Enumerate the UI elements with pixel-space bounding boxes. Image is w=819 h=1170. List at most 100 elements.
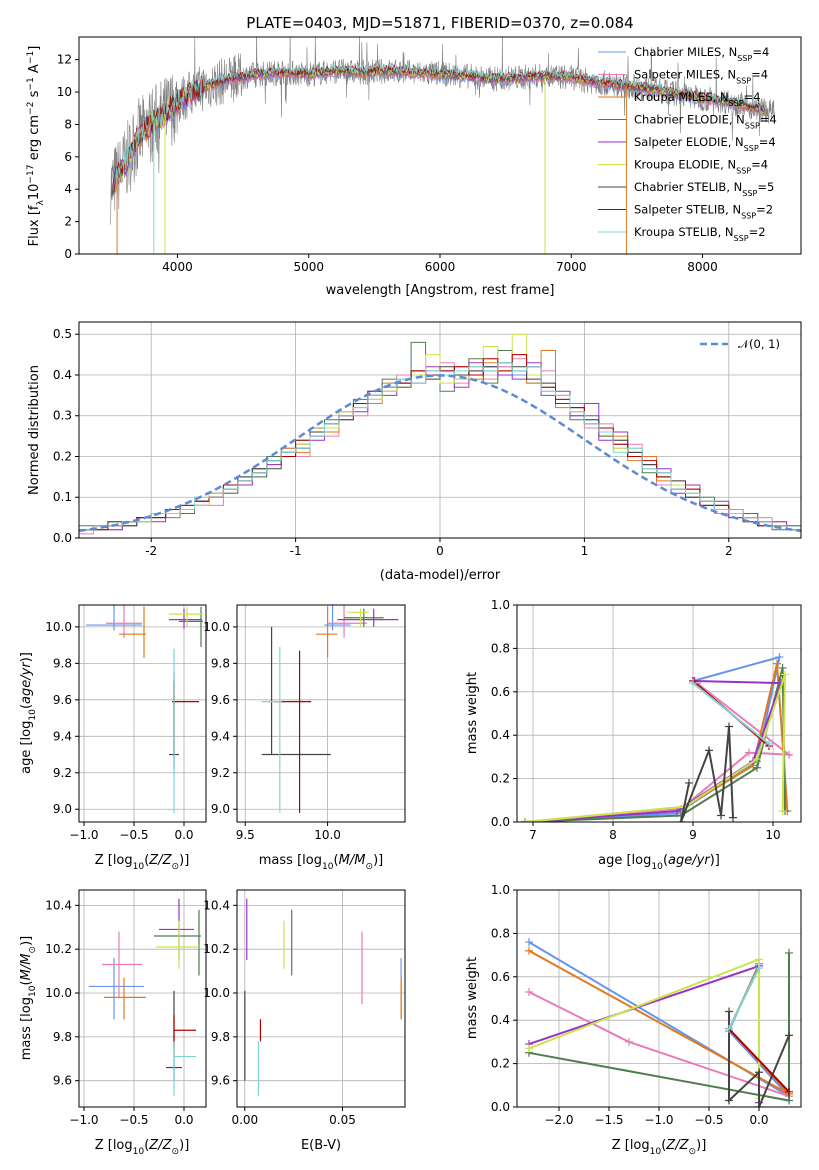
- point-marker: [729, 813, 737, 822]
- x-tick-label: −0.5: [119, 828, 148, 842]
- legend-label: Chabrier STELIB, NSSP=5: [634, 180, 774, 198]
- frame: [236, 889, 406, 1108]
- point-marker: [745, 748, 753, 757]
- point-marker: [753, 763, 761, 772]
- x-tick-label: −1.0: [69, 1113, 98, 1127]
- mass-weight-series-kroupa_stelib: [689, 679, 773, 748]
- y-tick-label: 0.1: [53, 490, 72, 504]
- point-marker: [785, 750, 793, 759]
- legend-label: Chabrier ELODIE, NSSP=4: [634, 113, 777, 131]
- panel-mass-vs-ebv: 0.00 0.05 9.6 9.8 10.0 10.2 10.4: [203, 889, 406, 1127]
- errorbar-kroupa_miles: [119, 606, 146, 658]
- y-tick-label: 0.5: [53, 327, 72, 341]
- legend-label: Kroupa STELIB, NSSP=2: [634, 225, 766, 243]
- mass-weight-series-kroupa_elodie: [521, 670, 789, 822]
- series-line: [692, 682, 770, 745]
- y-tick-label: 0.6: [491, 970, 510, 984]
- mw-age-ylabel: mass weight: [465, 672, 480, 754]
- y-tick-label: 10.0: [45, 620, 72, 634]
- y-tick-label: 10.4: [45, 898, 72, 912]
- residuals-ylabel: Normed distribution: [27, 365, 42, 495]
- model-spectrum-kroupa_stelib: [115, 63, 766, 188]
- y-tick-label: 12: [57, 53, 72, 67]
- frame: [236, 604, 406, 823]
- y-tick-label: 9.6: [211, 693, 230, 707]
- y-tick-label: 9.6: [53, 1074, 72, 1088]
- age-vs-mass-xlabel: mass [log10(M/M⊙)]: [259, 853, 383, 872]
- plot-background: [79, 890, 206, 1107]
- point-marker: [778, 807, 787, 816]
- point-marker: [785, 948, 793, 957]
- residuals-xlabel: (data-model)/error: [380, 568, 501, 583]
- y-tick-label: 0.4: [53, 368, 72, 382]
- plot-area: [525, 938, 793, 1107]
- plot-area: [89, 898, 201, 1097]
- y-tick-label: 9.4: [211, 729, 230, 743]
- point-marker: [725, 1024, 733, 1033]
- point-marker: [525, 1044, 533, 1053]
- spectrum-legend: Chabrier MILES, NSSP=4 Salpeter MILES, NS…: [598, 45, 777, 243]
- x-tick-label: −2.0: [544, 1113, 573, 1127]
- y-tick-label: 10.2: [45, 942, 72, 956]
- x-tick-label: 10: [765, 828, 780, 842]
- gaussian-legend-label: 𝒩(0, 1): [738, 337, 780, 351]
- point-marker: [773, 659, 781, 668]
- axes-frame: 7 8 9 10 0.0 0.2 0.4 0.6 0.8 1.0: [491, 598, 802, 842]
- point-marker: [775, 653, 784, 662]
- axes-frame: -2 -1 0 1 2 0.0 0.1 0.2 0.3 0.4 0.5: [53, 321, 802, 558]
- frame: [78, 604, 207, 823]
- point-marker: [685, 778, 693, 787]
- point-marker: [525, 946, 533, 955]
- y-tick-label: 0: [64, 247, 72, 261]
- mass-vs-Z-ylabel: mass [log10(M/M⊙)]: [19, 936, 38, 1060]
- errorbar-kroupa_elodie: [169, 606, 203, 627]
- spectrum-title: PLATE=0403, MJD=51871, FIBERID=0370, z=0…: [246, 14, 633, 32]
- errorbar-kroupa_miles: [316, 606, 338, 658]
- mass-vs-ebv-xlabel: E(B-V): [301, 1138, 341, 1153]
- y-tick-label: 9.8: [211, 1030, 230, 1044]
- errorbar-chabrier_miles: [89, 957, 144, 1020]
- y-tick-label: 0.2: [491, 1057, 510, 1071]
- x-tick-label: 5000: [293, 260, 324, 274]
- errorbar-kroupa_miles: [104, 977, 146, 1020]
- x-tick-label: 8000: [687, 260, 718, 274]
- point-marker: [765, 739, 773, 748]
- panel-mass-weight-vs-Z: −2.0 −1.5 −1.0 −0.5 0.0 0.0 0.2 0.4 0.6 0.8 1.0: [491, 883, 802, 1127]
- y-tick-label: 9.4: [53, 729, 72, 743]
- gaussian-curve: [79, 374, 801, 533]
- point-marker: [717, 811, 725, 820]
- errorbar-salpeter_stelib: [173, 1014, 196, 1046]
- errorbar-kroupa_stelib: [173, 1041, 196, 1097]
- y-tick-label: 6: [64, 150, 72, 164]
- legend-label: Salpeter STELIB, NSSP=2: [634, 203, 773, 221]
- y-tick-label: 0.0: [491, 1100, 510, 1114]
- y-tick-label: 0.0: [491, 815, 510, 829]
- errorbar-salpeter_elodie: [169, 608, 202, 629]
- panel-age-vs-Z: −1.0 −0.5 0.0 9.0 9.2 9.4 9.6 9.8 10.0: [45, 604, 207, 842]
- plot-background: [237, 605, 405, 822]
- point-marker: [755, 955, 763, 964]
- x-tick-label: 2: [725, 544, 733, 558]
- x-tick-label: 0.0: [174, 828, 193, 842]
- point-marker: [521, 818, 529, 822]
- plot-area: [86, 605, 203, 813]
- y-tick-label: 9.8: [211, 656, 230, 670]
- y-tick-label: 0.0: [53, 531, 72, 545]
- plot-area: [521, 653, 793, 822]
- errorbar-chabrier_elodie: [154, 909, 201, 976]
- x-tick-label: -2: [145, 544, 157, 558]
- axes-frame: 0.00 0.05 9.6 9.8 10.0 10.2 10.4: [203, 889, 406, 1127]
- y-tick-label: 0.2: [491, 772, 510, 786]
- point-marker: [725, 1007, 733, 1016]
- legend-label: Salpeter ELODIE, NSSP=4: [634, 135, 776, 153]
- point-marker: [725, 722, 733, 731]
- axes-frame: 4000 5000 6000 7000 8000 0 2 4 6 8 10 12: [57, 36, 802, 274]
- point-marker: [755, 1068, 763, 1077]
- point-marker: [689, 679, 697, 688]
- panel-residuals: -2 -1 0 1 2 0.0 0.1 0.2 0.3 0.4 0.5: [53, 321, 802, 558]
- point-marker: [755, 964, 763, 973]
- plot-background: [237, 890, 405, 1107]
- y-tick-label: 9.0: [211, 802, 230, 816]
- series-line: [728, 967, 760, 1030]
